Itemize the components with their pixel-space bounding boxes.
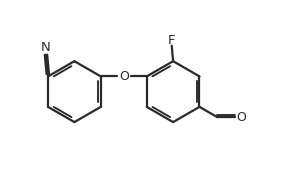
Text: N: N — [41, 41, 51, 54]
Text: O: O — [237, 111, 247, 123]
Text: F: F — [168, 34, 175, 47]
Text: O: O — [119, 70, 129, 83]
